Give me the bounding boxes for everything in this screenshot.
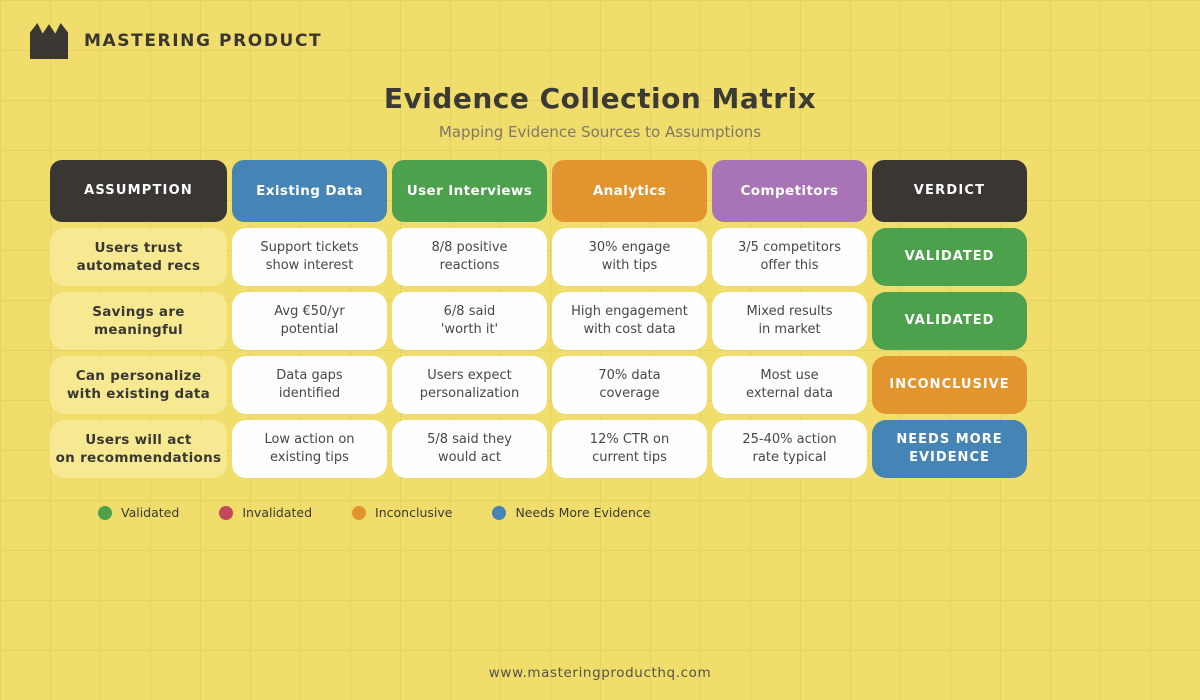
legend-label: Invalidated (242, 505, 313, 520)
validated-dot-icon (98, 505, 112, 520)
legend-item-inconclusive: Inconclusive (352, 505, 452, 520)
evidence-cell: 3/5 competitors offer this (712, 228, 867, 286)
evidence-cell: 6/8 said 'worth it' (392, 292, 547, 350)
evidence-cell: 5/8 said they would act (392, 420, 547, 478)
invalidated-dot-icon (219, 505, 234, 520)
verdict-badge: NEEDS MORE EVIDENCE (872, 420, 1027, 478)
title-block: Evidence Collection Matrix Mapping Evide… (0, 82, 1200, 141)
column-header-user-interviews: User Interviews (392, 160, 547, 222)
brand-name: MASTERING PRODUCT (84, 31, 323, 51)
evidence-cell: High engagement with cost data (552, 292, 707, 350)
legend-label: Inconclusive (375, 505, 453, 520)
brand-header: MASTERING PRODUCT (30, 22, 322, 60)
evidence-cell: 8/8 positive reactions (392, 228, 547, 286)
column-header-assumption: ASSUMPTION (50, 160, 227, 222)
crown-icon (30, 23, 68, 59)
column-header-analytics: Analytics (552, 160, 707, 222)
legend-item-needs-more-evidence: Needs More Evidence (492, 505, 650, 520)
evidence-cell: Avg €50/yr potential (232, 292, 387, 350)
verdict-badge: INCONCLUSIVE (872, 356, 1027, 414)
evidence-cell: 30% engage with tips (552, 228, 707, 286)
evidence-cell: Users expect personalization (392, 356, 547, 414)
legend-item-invalidated: Invalidated (219, 505, 312, 520)
evidence-cell: 70% data coverage (552, 356, 707, 414)
legend-item-validated: Validated (98, 505, 179, 520)
legend-label: Needs More Evidence (515, 505, 651, 520)
website-url: www.masteringproducthq.com (488, 665, 712, 681)
evidence-matrix: ASSUMPTION Existing Data User Interviews… (50, 160, 1027, 478)
evidence-cell: 12% CTR on current tips (552, 420, 707, 478)
column-header-verdict: VERDICT (872, 160, 1027, 222)
assumption-label: Can personalize with existing data (50, 356, 227, 414)
needs-more-evidence-dot-icon (492, 505, 507, 520)
evidence-cell: Low action on existing tips (232, 420, 387, 478)
assumption-label: Users trust automated recs (50, 228, 227, 286)
assumption-label: Savings are meaningful (50, 292, 227, 350)
verdict-badge: VALIDATED (872, 228, 1027, 286)
evidence-cell: Support tickets show interest (232, 228, 387, 286)
page-subtitle: Mapping Evidence Sources to Assumptions (438, 123, 762, 141)
evidence-cell: Mixed results in market (712, 292, 867, 350)
legend-label: Validated (121, 505, 180, 520)
verdict-badge: VALIDATED (872, 292, 1027, 350)
legend: Validated Invalidated Inconclusive Needs… (98, 505, 650, 520)
evidence-cell: Data gaps identified (232, 356, 387, 414)
column-header-existing-data: Existing Data (232, 160, 387, 222)
inconclusive-dot-icon (352, 505, 367, 520)
column-header-competitors: Competitors (712, 160, 867, 222)
assumption-label: Users will act on recommendations (50, 420, 227, 478)
page-title: Evidence Collection Matrix (383, 82, 817, 115)
evidence-cell: Most use external data (712, 356, 867, 414)
evidence-cell: 25-40% action rate typical (712, 420, 867, 478)
